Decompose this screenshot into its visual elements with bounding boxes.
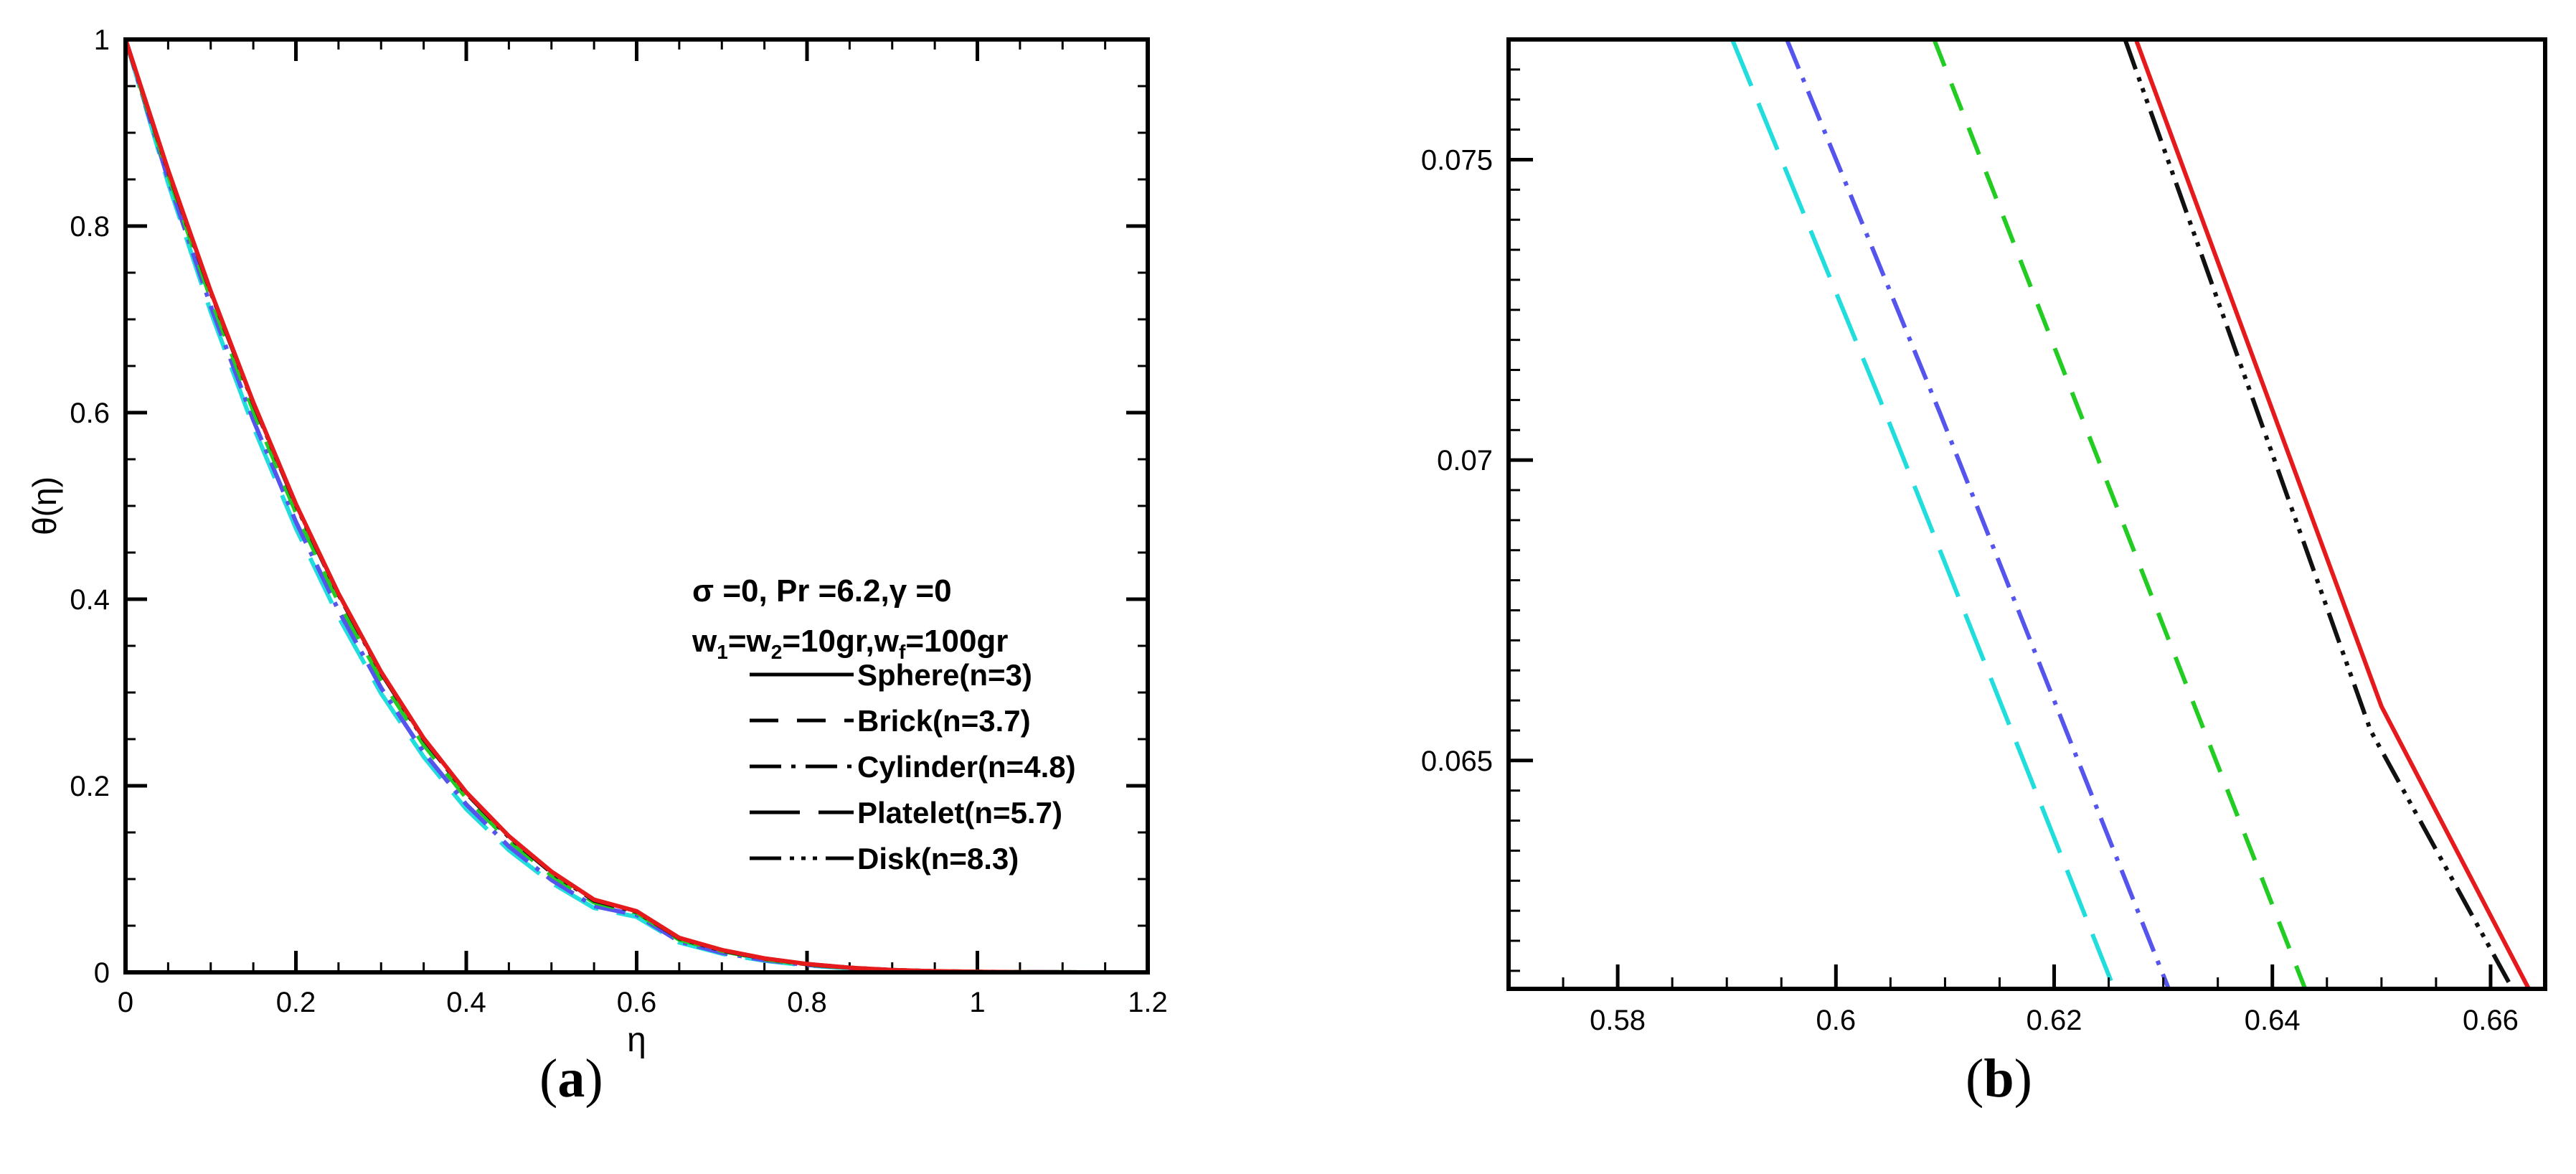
x-tick-label: 0.62 <box>2027 1005 2082 1036</box>
y-tick-label: 0.07 <box>1437 445 1493 476</box>
annotation-line2-prefix: w <box>692 624 717 659</box>
plot-frame <box>1506 37 2547 991</box>
panel-b-chart: 0.58 0.6 0.62 0.64 0.66 0.065 0.07 0.075 <box>1421 37 2547 1036</box>
panel-b-caption: (b) <box>1966 1048 2032 1109</box>
y-tick-label: 0 <box>94 957 110 989</box>
y-tick-label: 0.4 <box>70 584 110 616</box>
annotation-line2-sub2: 2 <box>771 641 783 663</box>
legend-entry-label: Platelet(n=5.7) <box>857 796 1062 830</box>
series-line-brick <box>123 39 1148 975</box>
annotation-line2: w1=w2=10gr,wf=100gr <box>692 624 1008 663</box>
series-line-cylinder <box>1785 39 2171 989</box>
panel-a-caption-label: a <box>557 1048 585 1109</box>
annotation-line2-mid2: =10gr,w <box>782 624 899 659</box>
y-tick-label: 0.075 <box>1421 144 1493 176</box>
y-tick-label: 0.6 <box>70 398 110 429</box>
legend-entry-label: Brick(n=3.7) <box>857 704 1031 738</box>
x-tick-label: 0.6 <box>1816 1005 1856 1036</box>
y-tick-label: 1 <box>94 24 110 56</box>
y-tick-label: 0.8 <box>70 211 110 243</box>
y-tick-label: 0.2 <box>70 771 110 802</box>
annotation-line2-suffix: =100gr <box>905 624 1008 659</box>
annotation-line2-mid: =w <box>728 624 772 659</box>
series-line-cylinder <box>123 39 1148 975</box>
annotation-line2-subf: f <box>899 641 906 663</box>
series-line-sphere <box>123 39 1148 975</box>
series-line-sphere <box>2133 39 2531 989</box>
x-tick-label: 1.2 <box>1128 987 1168 1018</box>
x-axis-label: η <box>627 1021 646 1059</box>
y-axis-label: θ(η) <box>26 476 63 535</box>
plot-frame <box>123 37 1150 975</box>
series-line-disk <box>123 39 1148 975</box>
x-tick-label: 0.2 <box>276 987 316 1018</box>
series-line-platelet <box>1730 39 2116 989</box>
x-tick-label: 0.58 <box>1590 1005 1646 1036</box>
annotation-line2-sub1: 1 <box>717 641 728 663</box>
annotation-line1: σ =0, Pr =6.2,γ =0 <box>692 573 952 609</box>
legend-entry-label: Sphere(n=3) <box>857 658 1032 692</box>
x-tick-label: 0 <box>118 987 133 1018</box>
series-line-disk <box>2123 39 2515 989</box>
legend-entry-label: Disk(n=8.3) <box>857 842 1019 875</box>
x-tick-label: 0.6 <box>617 987 657 1018</box>
panel-b-caption-label: b <box>1983 1048 2014 1109</box>
series-line-brick <box>1932 39 2308 989</box>
panel-a-chart: 0 0.2 0.4 0.6 0.8 1 1.2 0 0.2 0.4 0.6 0.8 1 η θ(η) σ =0… <box>26 24 1168 1059</box>
panel-a-caption: (a) <box>539 1048 603 1109</box>
x-tick-label: 1 <box>969 987 985 1018</box>
x-tick-label: 0.8 <box>787 987 827 1018</box>
legend-entry-label: Cylinder(n=4.8) <box>857 750 1076 784</box>
series-group <box>1730 39 2531 989</box>
x-tick-label: 0.64 <box>2245 1005 2301 1036</box>
y-tick-label: 0.065 <box>1421 746 1493 777</box>
series-line-platelet <box>123 39 1148 975</box>
x-tick-label: 0.66 <box>2463 1005 2519 1036</box>
x-tick-label: 0.4 <box>446 987 486 1018</box>
